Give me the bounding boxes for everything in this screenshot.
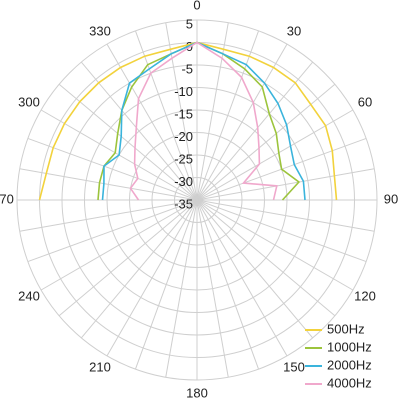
grid-spoke bbox=[196, 43, 288, 201]
grid-spoke bbox=[40, 199, 198, 291]
legend-label: 500Hz bbox=[327, 321, 365, 336]
grid-spoke bbox=[80, 61, 198, 201]
angle-tick-label: 270 bbox=[0, 191, 14, 206]
angle-tick-label: 30 bbox=[287, 23, 301, 38]
grid-spoke bbox=[134, 30, 198, 201]
r-tick-label: -15 bbox=[174, 106, 193, 121]
grid-spoke bbox=[58, 83, 198, 201]
legend-label: 1000Hz bbox=[327, 339, 372, 354]
angle-tick-label: 180 bbox=[186, 385, 208, 400]
grid-spoke bbox=[196, 199, 336, 317]
angle-tick-label: 60 bbox=[358, 94, 372, 109]
r-tick-label: -5 bbox=[181, 61, 193, 76]
grid-spoke bbox=[196, 22, 229, 201]
grid-spoke bbox=[196, 199, 229, 378]
grid-spoke bbox=[196, 199, 354, 291]
r-tick-label: -35 bbox=[174, 196, 193, 211]
grid-spoke bbox=[196, 168, 375, 201]
grid-spoke bbox=[196, 199, 375, 232]
r-tick-label: -25 bbox=[174, 151, 193, 166]
grid-spoke bbox=[196, 61, 314, 201]
grid-spoke bbox=[80, 199, 198, 339]
angle-tick-label: 150 bbox=[283, 359, 305, 374]
grid-spoke bbox=[165, 22, 198, 201]
angle-tick-label: 90 bbox=[384, 191, 398, 206]
grid-spoke bbox=[58, 199, 198, 317]
grid-spoke bbox=[106, 43, 198, 201]
angle-tick-label: 330 bbox=[89, 23, 111, 38]
grid-spoke bbox=[196, 30, 260, 201]
series-line bbox=[129, 41, 278, 201]
grid-spoke bbox=[19, 199, 198, 232]
grid-spoke bbox=[196, 83, 336, 201]
grid-spoke bbox=[27, 137, 198, 201]
angle-tick-label: 120 bbox=[354, 288, 376, 303]
legend-label: 2000Hz bbox=[327, 357, 372, 372]
grid-spoke bbox=[196, 199, 367, 263]
grid-spoke bbox=[196, 109, 354, 201]
legend-label: 4000Hz bbox=[327, 375, 372, 390]
grid-spoke bbox=[19, 168, 198, 201]
angle-tick-label: 210 bbox=[89, 359, 111, 374]
angle-tick-label: 240 bbox=[18, 288, 40, 303]
r-tick-label: -20 bbox=[174, 129, 193, 144]
grid-spoke bbox=[165, 199, 198, 378]
grid-spoke bbox=[106, 199, 198, 357]
grid-spoke bbox=[196, 199, 260, 370]
r-tick-label: -10 bbox=[174, 84, 193, 99]
angle-tick-label: 0 bbox=[193, 0, 200, 12]
r-tick-label: -30 bbox=[174, 174, 193, 189]
r-tick-label: 5 bbox=[186, 16, 193, 31]
grid-spoke bbox=[27, 199, 198, 263]
grid-spoke bbox=[196, 199, 314, 339]
angle-tick-label: 300 bbox=[18, 94, 40, 109]
grid-spoke bbox=[134, 199, 198, 370]
grid-spoke bbox=[196, 199, 288, 357]
